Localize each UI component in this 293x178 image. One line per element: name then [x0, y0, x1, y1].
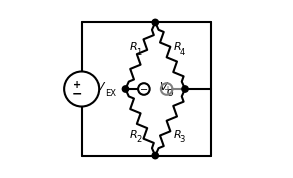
- Text: 4: 4: [180, 48, 185, 57]
- Text: R: R: [173, 42, 181, 52]
- Text: 2: 2: [136, 135, 141, 144]
- Text: R: R: [130, 42, 137, 52]
- Text: +: +: [163, 85, 171, 95]
- Text: V: V: [159, 82, 166, 92]
- Text: −: −: [140, 85, 148, 95]
- Text: 1: 1: [136, 48, 141, 57]
- Circle shape: [152, 19, 159, 26]
- Text: R: R: [130, 130, 137, 140]
- Text: R: R: [173, 130, 181, 140]
- Text: 3: 3: [180, 135, 185, 144]
- Circle shape: [182, 86, 188, 92]
- Circle shape: [122, 86, 129, 92]
- Text: +: +: [73, 80, 81, 90]
- Text: V: V: [96, 82, 103, 92]
- Circle shape: [152, 152, 159, 159]
- Text: O: O: [167, 89, 173, 98]
- Text: −: −: [72, 88, 83, 101]
- Text: EX: EX: [105, 89, 116, 98]
